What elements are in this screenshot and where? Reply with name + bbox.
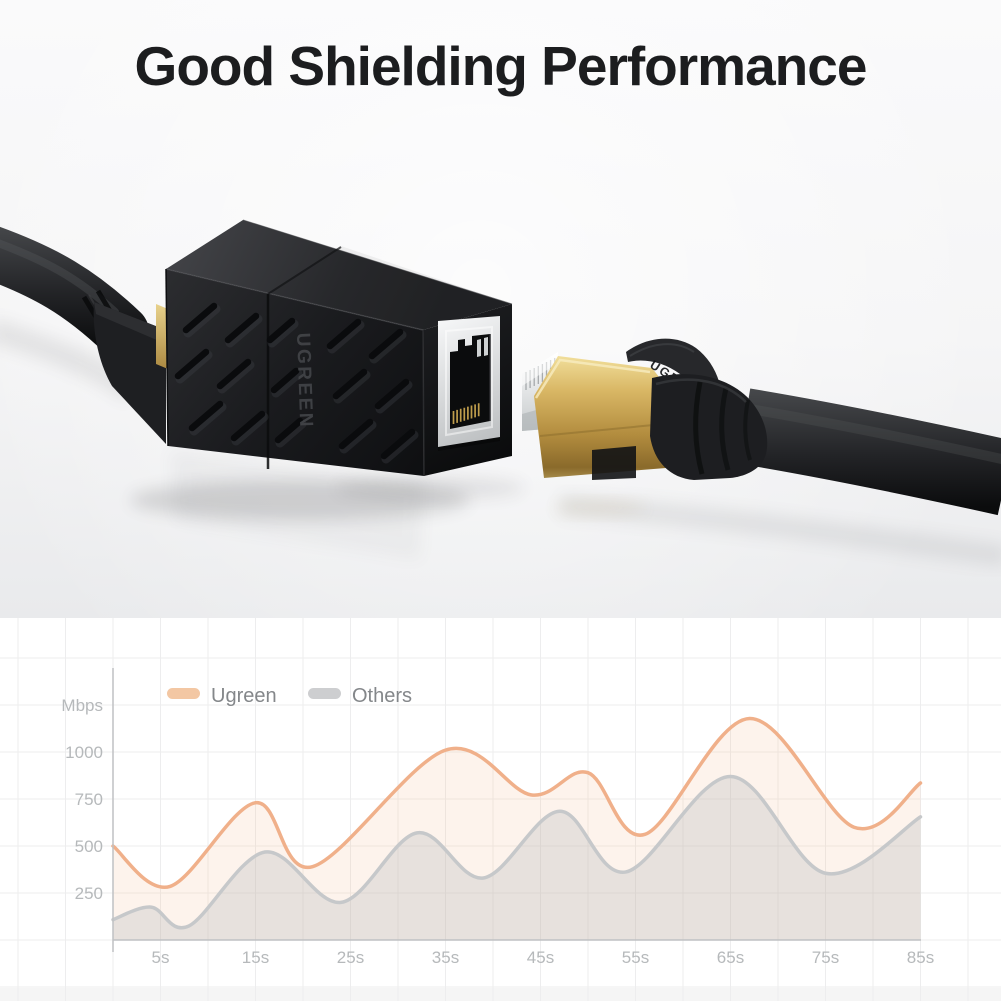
top-seam [267,246,342,295]
coupler-top-right-facet [268,246,512,330]
series-ugreen-line [111,716,923,889]
port-opening [450,334,490,429]
port-contact [484,337,488,356]
x-tick-label: 45s [527,948,554,967]
x-tick-label: 85s [907,948,934,967]
bezel-shadow [438,437,500,451]
legend-label-others: Others [352,685,412,707]
x-tick-label: 5s [152,948,170,967]
performance-chart-section: Mbps 250 500 750 1000 5s 15s 25s 35s 45s 55s 65s 75s… [0,618,1001,1001]
plug-boot [650,374,768,480]
y-tick-label: 1000 [65,743,103,762]
product-photo: UGREEN [0,0,1001,618]
bezel-bevel [445,325,493,437]
ridge-edge [242,219,513,305]
x-tick-label: 35s [432,948,459,967]
series-others-area [113,776,921,940]
port-contact [477,339,481,357]
right-cable-highlight [743,403,1001,465]
gold-shielded-plug [534,356,666,480]
edge-highlight [165,268,424,331]
right-plug-and-cable: UGREEN [522,338,1001,516]
coupler-logo-text: UGREEN [292,332,316,429]
left-edge [165,268,169,447]
legend-label-ugreen: Ugreen [211,685,277,707]
series-others-line [111,774,923,930]
left-plug-boot [93,302,166,444]
right-cable-body [737,388,1001,516]
legend-swatch-ugreen [167,688,200,699]
page-title: Good Shielding Performance [134,35,868,97]
legend-swatch-others [308,688,341,699]
x-tick-label: 15s [242,948,269,967]
series-ugreen-area [113,718,921,940]
y-tick-label: 250 [75,884,103,903]
y-tick-label: 500 [75,837,103,856]
x-tick-label: 75s [812,948,839,967]
corner-edge [422,329,425,477]
rj45-port [438,316,500,451]
x-tick-label: 25s [337,948,364,967]
rj45-coupler: UGREEN [165,219,513,477]
grip-grooves [174,302,419,464]
x-tick-label: 65s [717,948,744,967]
y-tick-label: 750 [75,790,103,809]
left-plug-boot-facet [94,302,166,344]
x-tick-label: 55s [622,948,649,967]
hero-section: Good Shielding Performance [0,0,1001,618]
y-axis-unit-label: Mbps [61,696,103,715]
port-gold-pins [452,403,480,424]
performance-chart: Mbps 250 500 750 1000 5s 15s 25s 35s 45s 55s 65s 75s… [0,618,1001,1001]
bottom-band [0,988,1001,1001]
chart-grid [0,618,1001,1001]
coupler-top-face [166,220,512,330]
